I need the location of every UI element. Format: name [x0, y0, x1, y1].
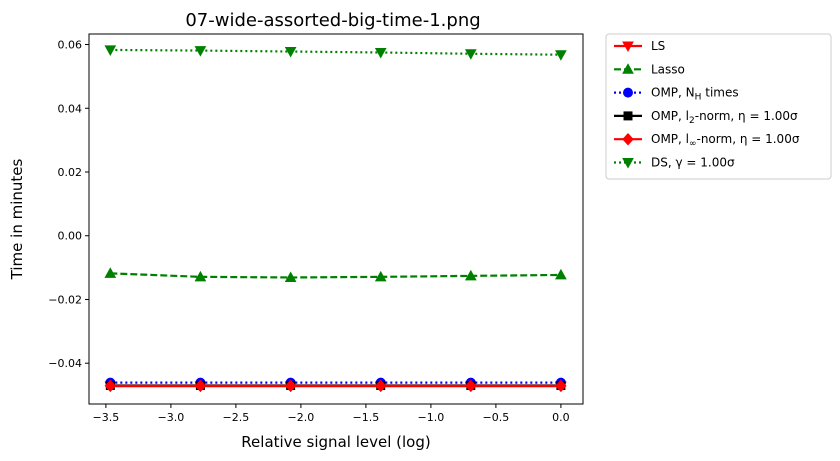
y-tick-label: 0.02 — [58, 166, 83, 179]
data-point — [464, 269, 477, 281]
legend-label: OMP, NH times — [651, 86, 739, 103]
chart-title: 07-wide-assorted-big-time-1.png — [185, 10, 480, 31]
legend-entry: OMP, l2-norm, η = 1.00σ — [614, 109, 798, 126]
legend-label: LS — [651, 39, 665, 53]
legend-label: Lasso — [651, 62, 685, 76]
data-point — [374, 270, 387, 282]
plot-area — [104, 45, 567, 393]
legend-label: OMP, l∞-norm, η = 1.00σ — [651, 132, 800, 149]
data-point — [555, 379, 567, 393]
legend-marker — [622, 158, 634, 169]
legend-marker — [622, 63, 634, 74]
series-5 — [104, 379, 567, 393]
plot-frame — [88, 33, 584, 405]
data-point — [194, 379, 207, 393]
data-point — [375, 379, 387, 393]
y-axis-label: Time in minutes — [8, 158, 26, 280]
x-tick-label: −2.5 — [223, 411, 250, 424]
y-tick-label: −0.04 — [48, 357, 82, 370]
y-tick-label: 0.06 — [58, 39, 83, 52]
data-point — [284, 271, 297, 282]
legend-box — [605, 33, 832, 180]
series-2 — [104, 267, 567, 282]
legend-entry: OMP, NH times — [614, 86, 739, 103]
data-point — [104, 379, 116, 393]
x-tick-label: −3.0 — [158, 411, 185, 424]
y-tick-label: 0.00 — [58, 230, 83, 243]
y-axis: −0.04 −0.02 0.00 0.02 0.04 0.06 — [48, 39, 89, 370]
x-axis-label: Relative signal level (log) — [241, 433, 430, 451]
legend-marker — [622, 41, 634, 53]
series-line — [110, 48, 561, 56]
x-tick-label: −2.0 — [288, 411, 315, 424]
x-tick-label: −1.0 — [418, 411, 445, 424]
legend-entry: OMP, l∞-norm, η = 1.00σ — [614, 132, 800, 149]
data-point — [555, 268, 567, 280]
data-point — [284, 47, 297, 58]
legend: LS Lasso OMP, NH times OMP, l2-norm, η = 1.… — [605, 33, 832, 180]
data-point — [465, 379, 477, 393]
series-line — [110, 272, 561, 279]
x-tick-label: −0.5 — [483, 411, 510, 424]
data-point — [104, 45, 117, 56]
x-axis: −3.5 −3.0 −2.5 −2.0 −1.5 −1.0 −0.5 0.0 — [93, 404, 570, 424]
legend-entry: LS — [614, 39, 665, 53]
x-tick-label: −3.5 — [93, 411, 120, 424]
data-point — [555, 50, 567, 61]
data-point — [104, 267, 117, 278]
x-tick-label: 0.0 — [552, 411, 570, 424]
legend-marker — [622, 132, 634, 146]
y-tick-label: 0.04 — [58, 102, 83, 115]
data-point — [374, 47, 387, 59]
legend-marker — [623, 111, 633, 121]
x-tick-label: −1.5 — [353, 411, 380, 424]
legend-entry: DS, γ = 1.00σ — [614, 156, 735, 170]
data-point — [284, 379, 297, 393]
y-tick-label: −0.02 — [48, 293, 82, 306]
data-point — [194, 46, 207, 57]
legend-marker — [623, 87, 633, 98]
data-point — [194, 270, 207, 282]
legend-entry: Lasso — [614, 62, 685, 76]
legend-label: DS, γ = 1.00σ — [651, 156, 735, 170]
legend-label: OMP, l2-norm, η = 1.00σ — [651, 109, 798, 126]
data-point — [464, 49, 477, 60]
series-6 — [104, 45, 567, 61]
